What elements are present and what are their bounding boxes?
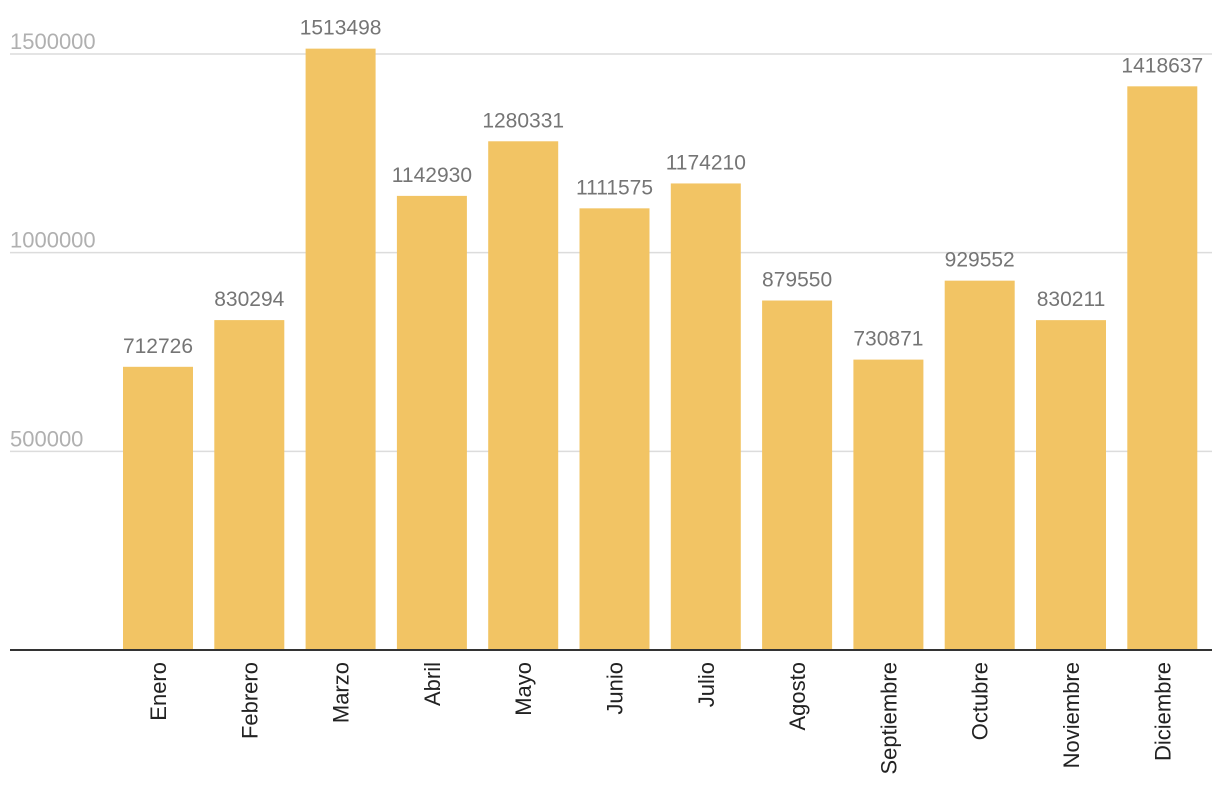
bar-octubre [944,280,1015,650]
x-tick-label: Marzo [329,662,354,723]
x-tick-label: Agosto [785,662,810,731]
y-tick-label: 1500000 [10,29,96,54]
bar-septiembre [853,359,924,650]
data-label: 1280331 [482,109,564,132]
x-tick-label: Diciembre [1150,662,1175,761]
x-tick-label: Noviembre [1059,662,1084,768]
bar-diciembre [1127,86,1198,650]
x-tick-label: Abril [420,662,445,706]
bar-mayo [488,141,559,651]
bar-noviembre [1036,320,1106,650]
data-label: 1513498 [300,17,382,40]
data-label: 830294 [214,288,284,311]
bar-febrero [214,320,285,650]
bar-marzo [305,48,376,651]
data-label: 712726 [123,335,193,358]
x-tick-label: Enero [146,662,171,721]
bars [123,48,1198,651]
data-label: 730871 [853,328,923,351]
data-label: 1418637 [1121,54,1203,77]
bar-julio [670,183,741,651]
x-tick-label: Febrero [237,662,262,739]
data-label: 1174210 [666,151,746,174]
y-tick-label: 500000 [10,426,83,451]
data-label: 1111575 [576,176,653,199]
x-tick-label: Septiembre [876,662,901,775]
y-tick-label: 1000000 [10,228,96,253]
x-tick-label: Octubre [968,662,993,740]
bar-junio [579,208,650,650]
x-axis-tick-labels: Enero Febrero Marzo Abril Mayo Junio Julio Agos… [146,662,1175,775]
x-tick-label: Junio [603,662,628,715]
bar-agosto [762,300,833,650]
bar-abril [396,195,467,651]
bar-enero [123,366,193,650]
y-axis-tick-labels: 500000 1000000 1500000 [10,29,96,451]
data-labels: 712726 830294 1513498 1142930 1280331 1111575… [123,17,1203,358]
data-label: 830211 [1037,288,1106,311]
data-label: 879550 [762,269,832,292]
x-tick-label: Julio [694,662,719,707]
data-label: 1142930 [392,164,472,187]
x-tick-label: Mayo [511,662,536,716]
data-label: 929552 [945,249,1015,272]
